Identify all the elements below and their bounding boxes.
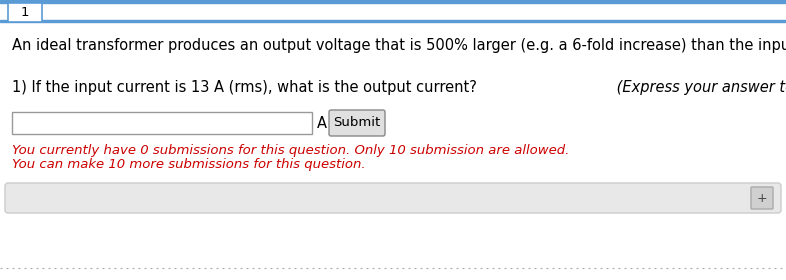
FancyBboxPatch shape (751, 187, 773, 209)
FancyBboxPatch shape (5, 183, 781, 213)
Text: 1) If the input current is 13 A (rms), what is the output current?: 1) If the input current is 13 A (rms), w… (12, 80, 477, 95)
FancyBboxPatch shape (329, 110, 385, 136)
Text: An ideal transformer produces an output voltage that is 500% larger (e.g. a 6-fo: An ideal transformer produces an output … (12, 38, 786, 53)
Bar (0, 20, 786, 22)
Text: (Express your answer to two significant figures.): (Express your answer to two significant … (612, 80, 786, 95)
Bar (0, 0, 786, 3)
Text: +: + (757, 192, 767, 204)
FancyBboxPatch shape (8, 3, 42, 22)
Text: You can make 10 more submissions for this question.: You can make 10 more submissions for thi… (12, 158, 365, 171)
Text: You currently have 0 submissions for this question. Only 10 submission are allow: You currently have 0 submissions for thi… (12, 144, 569, 157)
Text: Submit: Submit (333, 116, 380, 129)
Text: 1: 1 (20, 6, 29, 19)
FancyBboxPatch shape (12, 112, 312, 134)
Text: A: A (317, 115, 327, 130)
